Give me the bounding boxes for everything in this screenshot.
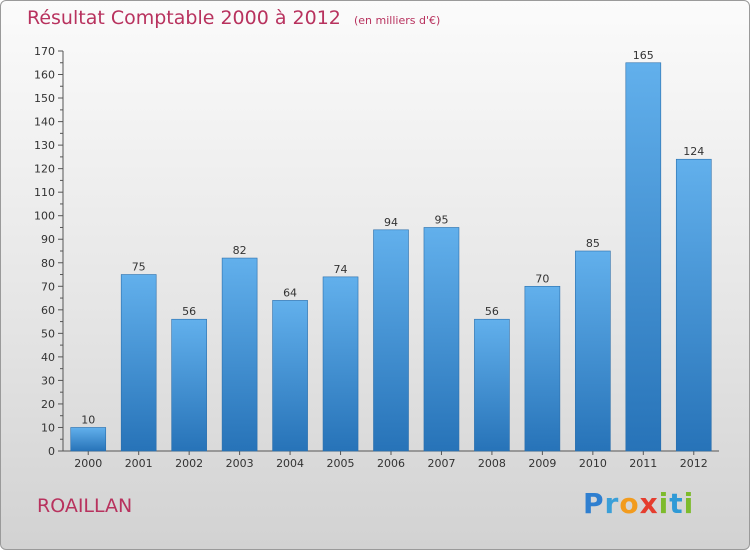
y-tick-label: 50 bbox=[41, 327, 55, 340]
bar[interactable] bbox=[423, 227, 460, 452]
data-label: 82 bbox=[233, 244, 247, 257]
y-tick-label: 150 bbox=[34, 92, 55, 105]
logo-letter: P bbox=[583, 487, 605, 520]
y-tick-label: 140 bbox=[34, 116, 55, 129]
x-tick-label: 2008 bbox=[478, 457, 506, 470]
chart-title: Résultat Comptable 2000 à 2012 bbox=[27, 7, 341, 29]
y-tick-label: 70 bbox=[41, 280, 55, 293]
data-label: 75 bbox=[132, 261, 146, 274]
data-label: 74 bbox=[334, 263, 348, 276]
data-label: 85 bbox=[586, 237, 600, 250]
bar[interactable] bbox=[221, 257, 258, 452]
bar[interactable] bbox=[524, 285, 561, 452]
y-tick-label: 170 bbox=[34, 45, 55, 58]
bar[interactable] bbox=[70, 427, 107, 452]
x-tick-label: 2001 bbox=[125, 457, 153, 470]
logo-letter: i bbox=[658, 487, 670, 520]
y-tick-label: 90 bbox=[41, 233, 55, 246]
data-label: 10 bbox=[81, 413, 95, 426]
logo-letter: i bbox=[683, 487, 695, 520]
y-tick-label: 10 bbox=[41, 421, 55, 434]
x-tick-label: 2004 bbox=[276, 457, 304, 470]
x-tick-label: 2005 bbox=[327, 457, 355, 470]
logo-letter: r bbox=[604, 487, 620, 520]
logo-letter: t bbox=[669, 487, 684, 520]
x-tick-label: 2007 bbox=[427, 457, 455, 470]
data-label: 56 bbox=[485, 305, 499, 318]
bar[interactable] bbox=[171, 318, 207, 452]
x-tick-label: 2002 bbox=[175, 457, 203, 470]
chart-unit: (en milliers d'€) bbox=[353, 14, 441, 27]
y-tick-label: 120 bbox=[34, 163, 55, 176]
y-tick-label: 80 bbox=[41, 257, 55, 270]
bar[interactable] bbox=[120, 274, 157, 452]
x-tick-label: 2003 bbox=[226, 457, 254, 470]
y-tick-label: 40 bbox=[41, 351, 55, 364]
bar[interactable] bbox=[322, 276, 359, 452]
x-tick-label: 2006 bbox=[377, 457, 405, 470]
x-tick-label: 2010 bbox=[579, 457, 607, 470]
x-tick-label: 2000 bbox=[74, 457, 102, 470]
y-tick-label: 20 bbox=[41, 398, 55, 411]
bar[interactable] bbox=[675, 158, 712, 452]
data-label: 94 bbox=[384, 216, 398, 229]
bar[interactable] bbox=[625, 62, 662, 452]
x-tick-label: 2011 bbox=[629, 457, 657, 470]
data-label: 124 bbox=[683, 145, 704, 158]
y-tick-label: 60 bbox=[41, 304, 55, 317]
data-label: 56 bbox=[182, 305, 196, 318]
bar[interactable] bbox=[575, 250, 611, 452]
y-tick-label: 110 bbox=[34, 186, 55, 199]
data-label: 64 bbox=[283, 286, 297, 299]
logo-letter: o bbox=[619, 487, 640, 520]
commune-name: ROAILLAN bbox=[37, 495, 133, 517]
data-label: 165 bbox=[633, 49, 654, 62]
y-tick-label: 30 bbox=[41, 374, 55, 387]
y-tick-label: 0 bbox=[48, 445, 55, 458]
logo-letter: x bbox=[639, 487, 659, 520]
data-label: 95 bbox=[434, 213, 448, 226]
bar[interactable] bbox=[373, 229, 409, 452]
y-tick-label: 160 bbox=[34, 69, 55, 82]
bar[interactable] bbox=[474, 318, 510, 452]
y-tick-label: 100 bbox=[34, 210, 55, 223]
x-tick-label: 2012 bbox=[680, 457, 708, 470]
x-tick-label: 2009 bbox=[528, 457, 556, 470]
data-label: 70 bbox=[535, 272, 549, 285]
bar[interactable] bbox=[272, 300, 308, 452]
proxiti-logo[interactable]: Proxiti bbox=[583, 487, 694, 520]
y-tick-label: 130 bbox=[34, 139, 55, 152]
chart-title-block: Résultat Comptable 2000 à 2012 (en milli… bbox=[27, 7, 440, 29]
